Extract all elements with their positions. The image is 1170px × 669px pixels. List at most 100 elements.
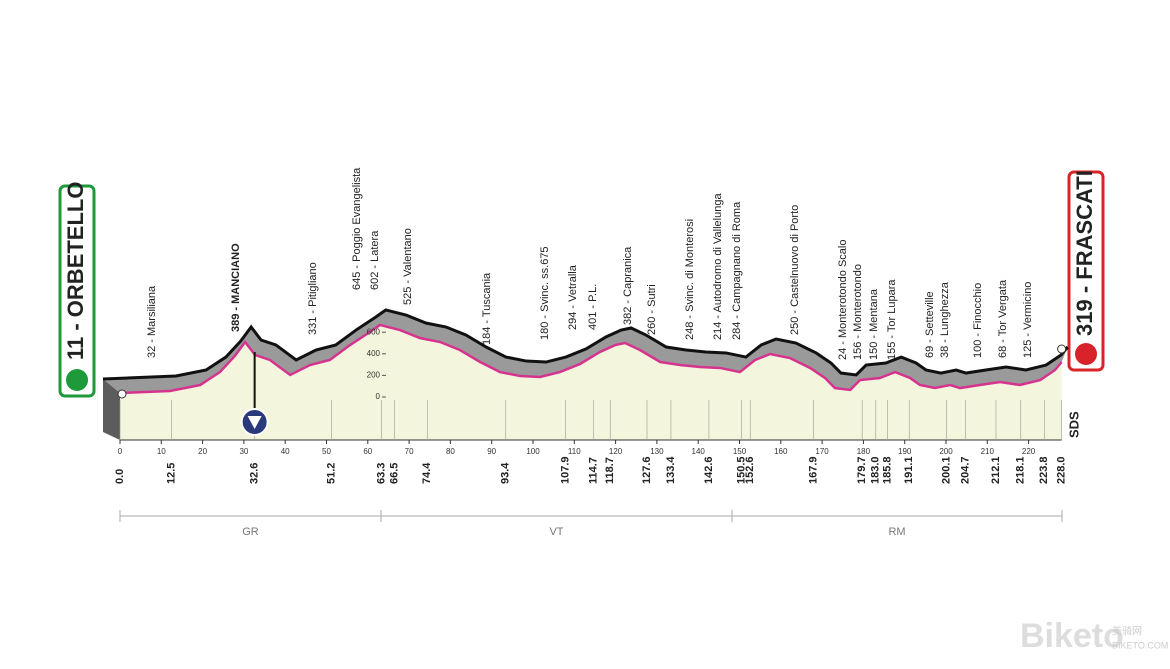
region-label: GR xyxy=(242,526,259,538)
km-tick-label: 130 xyxy=(650,447,664,456)
watermark-site: BIKETO.COM xyxy=(1112,640,1168,650)
waypoint-label: 68 - Tor Vergata xyxy=(997,279,1009,358)
km-tick-label: 100 xyxy=(526,447,540,456)
km-label: 63.3 xyxy=(375,463,387,484)
km-tick-label: 170 xyxy=(815,447,829,456)
kom-arrow xyxy=(247,416,262,429)
km-tick-label: 150 xyxy=(733,447,747,456)
km-tick-label: 200 xyxy=(939,447,953,456)
waypoint-label: 24 - Monterotondo Scalo xyxy=(837,240,849,360)
start-dot xyxy=(117,389,127,399)
elev-tick-label: 0 xyxy=(376,392,381,401)
km-tick-label: 10 xyxy=(157,447,166,456)
waypoint-label: 38 - Lunghezza xyxy=(939,281,951,358)
waypoint-label: 248 - Svinc. di Monterosi xyxy=(684,219,696,340)
km-tick-label: 70 xyxy=(405,447,414,456)
km-label: 127.6 xyxy=(641,456,653,484)
ground xyxy=(120,324,1062,440)
km-label: 204.7 xyxy=(959,456,971,484)
waypoint-label: 100 - Finocchio xyxy=(972,283,984,358)
km-label: 179.7 xyxy=(856,456,868,484)
profile-band xyxy=(103,309,1068,394)
km-label: 142.6 xyxy=(703,456,715,484)
km-label: 152.6 xyxy=(744,456,756,484)
waypoint-label: 150 - Mentana xyxy=(868,288,880,360)
waypoint-label: 382 - Capranica xyxy=(622,246,634,325)
km-tick-label: 40 xyxy=(281,447,290,456)
km-tick-label: 20 xyxy=(198,447,207,456)
waypoint-label: 156 - Monterotondo xyxy=(852,264,864,360)
km-label: 183.0 xyxy=(870,456,882,484)
km-tick-label: 80 xyxy=(446,447,455,456)
km-label: 51.2 xyxy=(325,463,337,484)
km-label: 107.9 xyxy=(560,456,572,484)
finish-dot xyxy=(1057,344,1067,354)
waypoint-label: 184 - Tuscania xyxy=(481,272,493,345)
km-label: 114.7 xyxy=(588,457,600,484)
watermark-cn: 美骑网 xyxy=(1112,625,1142,638)
km-label: 93.4 xyxy=(500,462,512,484)
elev-tick-label: 200 xyxy=(367,371,381,380)
waypoint-label: 284 - Campagnano di Roma xyxy=(731,201,743,340)
waypoint-label: 401 - P.L. xyxy=(587,284,599,330)
km-label: 200.1 xyxy=(940,456,952,484)
waypoint-label: 645 - Poggio Evangelista xyxy=(351,167,363,290)
waypoint-label: 525 - Valentano xyxy=(402,228,414,305)
km-label: 212.1 xyxy=(990,456,1002,484)
waypoint-label: 331 - Pitigliano xyxy=(307,262,319,335)
region-label: RM xyxy=(888,526,905,538)
km-tick-label: 90 xyxy=(487,447,496,456)
km-label: 218.1 xyxy=(1015,456,1027,484)
km-tick-label: 120 xyxy=(609,447,623,456)
elev-tick-label: 400 xyxy=(367,349,381,358)
left-face xyxy=(103,379,120,440)
sds-label: SDS xyxy=(1066,411,1081,438)
start-icon xyxy=(66,369,88,391)
km-label: 228.0 xyxy=(1056,456,1068,484)
km-tick-label: 160 xyxy=(774,447,788,456)
watermark: Biketo xyxy=(1020,617,1124,655)
start-label: 11 - ORBETELLO xyxy=(63,182,88,360)
waypoint-label: 602 - Latera xyxy=(369,230,381,290)
start-box xyxy=(58,184,96,398)
waypoint-label: 389 - MANCIANO xyxy=(230,243,242,332)
km-tick-label: 30 xyxy=(239,447,248,456)
finish-box xyxy=(1067,170,1105,372)
km-tick-label: 220 xyxy=(1022,447,1036,456)
km-tick-label: 0 xyxy=(118,447,123,456)
km-label: 185.8 xyxy=(881,456,893,484)
profile-top xyxy=(102,308,1069,381)
km-label: 223.8 xyxy=(1038,456,1050,484)
finish-label: 319 - FRASCATI xyxy=(1072,170,1097,336)
waypoint-label: 180 - Svinc. ss.675 xyxy=(539,246,551,340)
finish-icon xyxy=(1075,343,1097,365)
region-label: VT xyxy=(549,526,563,538)
km-label: 150.5 xyxy=(735,456,747,484)
waypoint-label: 250 - Castelnuovo di Porto xyxy=(789,205,801,335)
waypoint-label: 294 - Vetralla xyxy=(567,264,579,330)
km-label: 133.4 xyxy=(665,456,677,484)
km-label: 66.5 xyxy=(389,463,401,484)
km-tick-label: 180 xyxy=(857,447,871,456)
waypoint-label: 214 - Autodromo di Vallelunga xyxy=(712,193,724,340)
waypoint-label: 125 - Vermicino xyxy=(1022,282,1034,358)
profile-line xyxy=(119,323,1063,395)
km-tick-label: 110 xyxy=(568,447,581,456)
km-label: 74.4 xyxy=(421,462,433,484)
km-tick-label: 140 xyxy=(692,447,706,456)
waypoint-label: 32 - Marsiliana xyxy=(146,285,158,358)
waypoint-label: 69 - Setteville xyxy=(924,291,936,358)
waypoint-label: 260 - Sutri xyxy=(646,284,658,335)
km-label: 12.5 xyxy=(166,463,178,484)
km-label: 0.0 xyxy=(114,469,126,484)
waypoint-label: 155 - Tor Lupara xyxy=(886,279,898,360)
km-label: 167.9 xyxy=(807,456,819,484)
km-tick-label: 60 xyxy=(363,447,372,456)
km-tick-label: 210 xyxy=(981,447,995,456)
km-label: 118.7 xyxy=(604,457,616,484)
km-tick-label: 50 xyxy=(322,447,331,456)
km-label: 191.1 xyxy=(903,456,915,484)
elev-tick-label: 600 xyxy=(367,327,381,336)
km-label: 32.6 xyxy=(249,463,261,484)
